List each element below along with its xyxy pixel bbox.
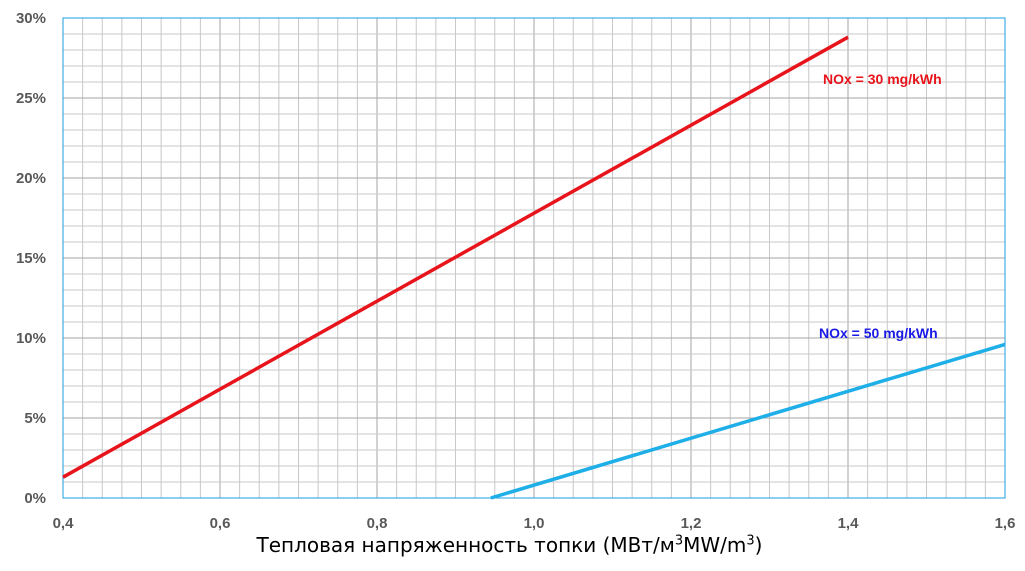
y-tick-label: 20% (16, 170, 46, 187)
x-tick-label: 0,4 (53, 515, 75, 532)
series-labels: NOx = 30 mg/kWh NOx = 50 mg/kWh (819, 71, 942, 341)
y-tick-label: 10% (16, 330, 46, 347)
y-tick-label: 5% (24, 410, 46, 427)
x-tick-label: 1,4 (838, 515, 860, 532)
y-axis-ticks: 0% 5% 10% 15% 20% 25% 30% (16, 10, 46, 507)
series-label-1: NOx = 30 mg/kWh (823, 71, 942, 87)
y-tick-label: 25% (16, 90, 46, 107)
x-tick-label: 1,6 (995, 515, 1016, 532)
series-line-1 (62, 35, 849, 479)
x-tick-label: 0,6 (210, 515, 231, 532)
y-tick-label: 15% (16, 250, 46, 267)
series-line-2 (490, 342, 1006, 500)
y-tick-label: 0% (24, 490, 46, 507)
x-tick-label: 1,2 (681, 515, 702, 532)
x-axis-label: Тепловая напряженность топки (МВт/м3MW/m… (256, 533, 763, 557)
plot-area (62, 17, 1006, 499)
series-label-2: NOx = 50 mg/kWh (819, 325, 938, 341)
x-axis-ticks: 0,4 0,6 0,8 1,0 1,2 1,4 1,6 (53, 515, 1016, 532)
series-layer (62, 35, 1006, 500)
grid (62, 17, 1006, 499)
y-tick-label: 30% (16, 10, 46, 27)
x-tick-label: 0,8 (367, 515, 388, 532)
x-tick-label: 1,0 (524, 515, 545, 532)
